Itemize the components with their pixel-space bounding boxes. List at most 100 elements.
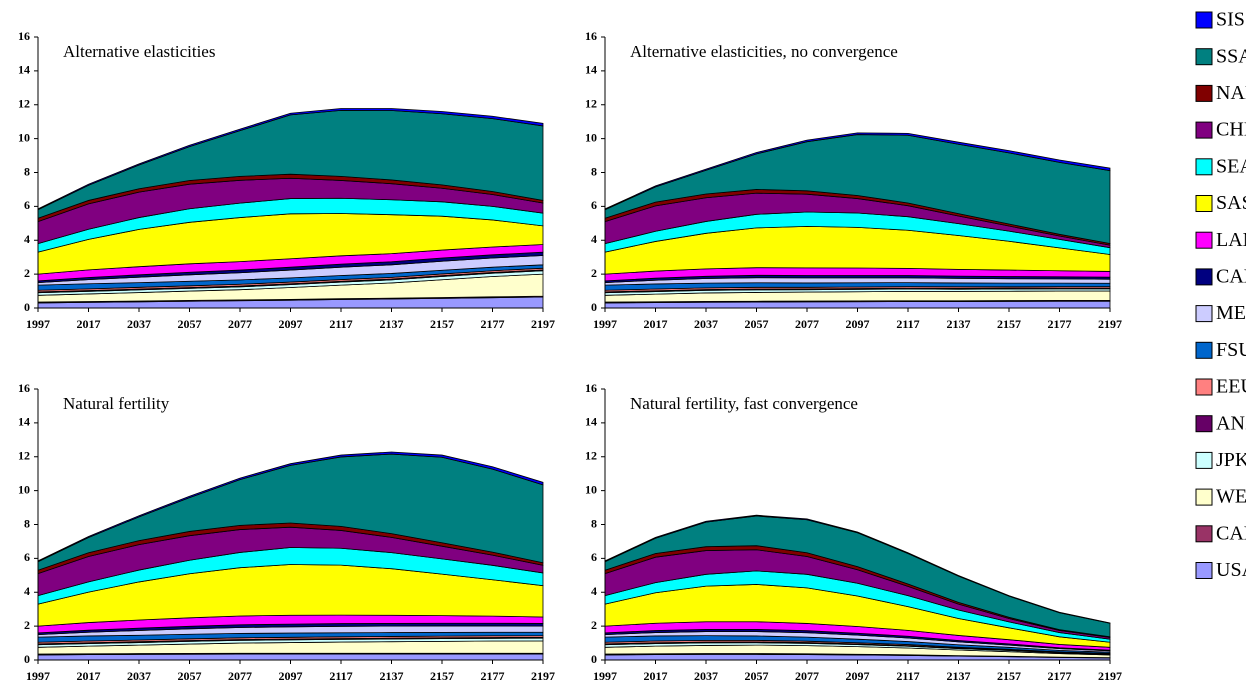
y-tick-label: 2 (24, 266, 30, 280)
y-tick-label: 10 (585, 130, 597, 144)
x-tick-label: 1997 (593, 317, 617, 331)
x-tick-label: 2017 (644, 669, 668, 683)
x-tick-label: 1997 (593, 669, 617, 683)
legend-swatch (1195, 451, 1213, 469)
area: USA (37, 653, 544, 661)
legend-label: ANZ (1216, 412, 1246, 434)
legend-swatch (1195, 305, 1213, 323)
chart-title: Alternative elasticities (63, 42, 215, 61)
area: SIS (604, 132, 1111, 211)
legend-label: CHI (1216, 119, 1246, 141)
x-tick-label: 2177 (1048, 317, 1072, 331)
x-tick-label: 2117 (329, 317, 352, 331)
legend-swatch (1195, 84, 1213, 102)
y-tick-label: 0 (591, 652, 597, 666)
y-tick-label: 16 (18, 381, 30, 395)
x-tick-label: 2077 (795, 317, 819, 331)
legend-label: WEU (1216, 486, 1246, 508)
x-tick-label: 2017 (77, 669, 101, 683)
legend-label: FSU (1216, 339, 1246, 361)
y-tick-label: 2 (591, 618, 597, 632)
x-tick-label: 2117 (896, 317, 919, 331)
x-tick-label: 2157 (997, 669, 1021, 683)
x-tick-label: 2017 (77, 317, 101, 331)
y-tick-label: 10 (18, 130, 30, 144)
legend-label: MEA (1216, 302, 1246, 324)
y-tick-label: 4 (24, 584, 30, 598)
x-tick-label: 2037 (694, 317, 718, 331)
legend-swatch (1195, 195, 1213, 212)
y-tick-label: 14 (18, 63, 30, 77)
legend-swatch (1195, 415, 1213, 433)
legend-swatch (1195, 562, 1213, 579)
y-tick-label: 16 (585, 29, 597, 43)
x-tick-label: 2057 (745, 317, 769, 331)
x-tick-label: 2037 (127, 669, 151, 683)
y-tick-label: 0 (591, 300, 597, 314)
y-tick-label: 12 (18, 449, 30, 463)
y-tick-label: 6 (591, 550, 597, 564)
y-tick-label: 6 (591, 198, 597, 212)
x-tick-label: 2177 (481, 317, 505, 331)
legend-swatch (1195, 158, 1213, 176)
legend-label: CAM (1216, 265, 1246, 287)
y-tick-label: 4 (591, 584, 597, 598)
y-tick-label: 6 (24, 198, 30, 212)
x-tick-label: 2197 (1098, 669, 1122, 683)
x-tick-label: 2197 (531, 317, 555, 331)
area: SIS (37, 108, 544, 211)
area: SIS (37, 451, 544, 563)
y-tick-label: 0 (24, 652, 30, 666)
y-tick-label: 2 (24, 618, 30, 632)
y-tick-label: 2 (591, 266, 597, 280)
chart-title: Natural fertility, fast convergence (630, 394, 858, 413)
y-tick-label: 14 (18, 415, 30, 429)
legend-swatch (1195, 525, 1213, 543)
y-tick-label: 16 (18, 29, 30, 43)
x-tick-label: 2137 (380, 669, 404, 683)
x-tick-label: 2057 (745, 669, 769, 683)
y-tick-label: 8 (591, 164, 597, 178)
y-tick-label: 4 (24, 232, 30, 246)
y-tick-label: 14 (585, 415, 597, 429)
y-tick-label: 8 (24, 164, 30, 178)
x-tick-label: 2057 (178, 317, 202, 331)
x-tick-label: 2157 (997, 317, 1021, 331)
legend-label: SAS (1216, 192, 1246, 214)
x-tick-label: 2157 (430, 317, 454, 331)
y-tick-label: 0 (24, 300, 30, 314)
x-tick-label: 2177 (1048, 669, 1072, 683)
legend-swatch (1195, 488, 1213, 506)
y-tick-label: 14 (585, 63, 597, 77)
x-tick-label: 2097 (279, 317, 303, 331)
y-tick-label: 12 (585, 449, 597, 463)
x-tick-label: 2037 (127, 317, 151, 331)
x-tick-label: 2077 (795, 669, 819, 683)
x-tick-label: 2037 (694, 669, 718, 683)
x-tick-label: 2077 (228, 317, 252, 331)
legend-label: CAN (1216, 522, 1246, 544)
y-tick-label: 6 (24, 550, 30, 564)
x-tick-label: 2137 (380, 317, 404, 331)
legend-swatch (1195, 268, 1213, 286)
legend-label: EEU (1216, 376, 1246, 398)
x-tick-label: 2137 (947, 669, 971, 683)
legend-swatch (1195, 48, 1213, 66)
y-tick-label: 8 (24, 516, 30, 530)
legend-label: SEA (1216, 155, 1246, 177)
legend-label: USA (1216, 559, 1246, 581)
y-tick-label: 12 (18, 97, 30, 111)
area: SIS (604, 514, 1111, 624)
legend-swatch (1195, 341, 1213, 359)
y-tick-label: 10 (18, 482, 30, 496)
x-tick-label: 1997 (26, 669, 50, 683)
chart-title: Natural fertility (63, 394, 170, 413)
legend-label: JPK (1216, 449, 1246, 471)
x-tick-label: 2117 (329, 669, 352, 683)
x-tick-label: 2137 (947, 317, 971, 331)
legend-label: LAM (1216, 229, 1246, 251)
legend-label: SIS (1216, 9, 1245, 31)
y-tick-label: 4 (591, 232, 597, 246)
